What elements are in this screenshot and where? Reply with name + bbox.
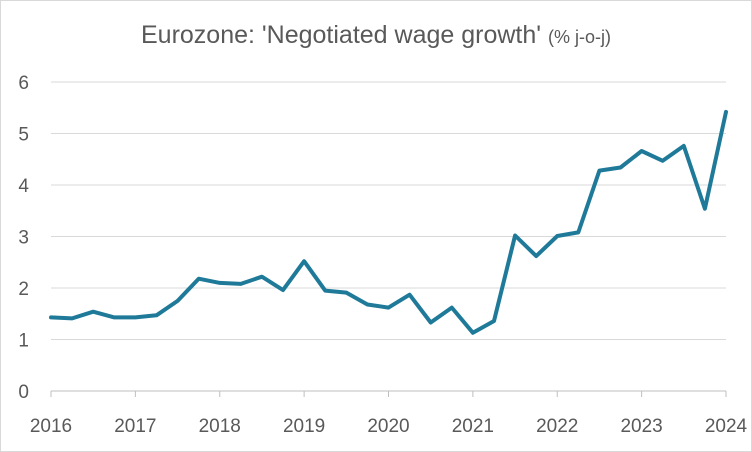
data-point-21: [492, 319, 496, 323]
x-tick-label-2018: 2018: [199, 416, 241, 437]
data-point-5: [154, 313, 158, 317]
data-point-10: [260, 275, 264, 279]
data-point-13: [323, 289, 327, 293]
data-point-22: [513, 233, 517, 237]
y-tick-label-1: 1: [18, 331, 29, 352]
data-point-27: [619, 165, 623, 169]
data-point-26: [597, 169, 601, 173]
data-point-3: [112, 315, 116, 319]
x-tick-label-2020: 2020: [367, 416, 409, 437]
data-point-12: [302, 259, 306, 263]
x-tick-label-2016: 2016: [30, 416, 72, 437]
data-point-1: [70, 316, 74, 320]
data-point-9: [239, 282, 243, 286]
y-tick-label-0: 0: [18, 382, 29, 403]
x-tick-label-2021: 2021: [452, 416, 494, 437]
data-point-4: [133, 315, 137, 319]
x-tick-label-2024: 2024: [705, 416, 748, 437]
data-point-17: [408, 293, 412, 297]
data-point-2: [91, 310, 95, 314]
x-tick-label-2023: 2023: [620, 416, 662, 437]
data-point-19: [450, 306, 454, 310]
y-tick-label-6: 6: [18, 73, 29, 94]
data-point-29: [661, 159, 665, 163]
chart-subtitle: (% j-o-j): [548, 27, 612, 47]
data-point-31: [703, 207, 707, 211]
data-point-30: [682, 144, 686, 148]
y-tick-label-5: 5: [18, 125, 29, 146]
data-point-25: [576, 230, 580, 234]
data-point-18: [429, 321, 433, 325]
data-point-14: [344, 291, 348, 295]
series-line-0: [49, 109, 728, 335]
x-tick-label-2017: 2017: [114, 416, 156, 437]
data-point-6: [176, 299, 180, 303]
chart-title: Eurozone: 'Negotiated wage growth': [140, 21, 542, 49]
data-point-20: [471, 331, 475, 335]
data-point-0: [49, 315, 53, 319]
data-point-15: [365, 302, 369, 306]
y-tick-label-2: 2: [18, 279, 29, 300]
chart-title-block: Eurozone: 'Negotiated wage growth' (% j-…: [1, 21, 751, 50]
data-point-7: [197, 277, 201, 281]
data-point-28: [640, 149, 644, 153]
x-tick-label-2019: 2019: [283, 416, 325, 437]
data-point-32: [724, 110, 728, 114]
data-point-23: [534, 254, 538, 258]
data-point-8: [218, 281, 222, 285]
y-tick-label-4: 4: [18, 176, 29, 197]
data-point-11: [281, 288, 285, 292]
data-point-16: [387, 306, 391, 310]
data-point-24: [555, 234, 559, 238]
x-tick-label-2022: 2022: [536, 416, 578, 437]
y-tick-label-3: 3: [18, 228, 29, 249]
